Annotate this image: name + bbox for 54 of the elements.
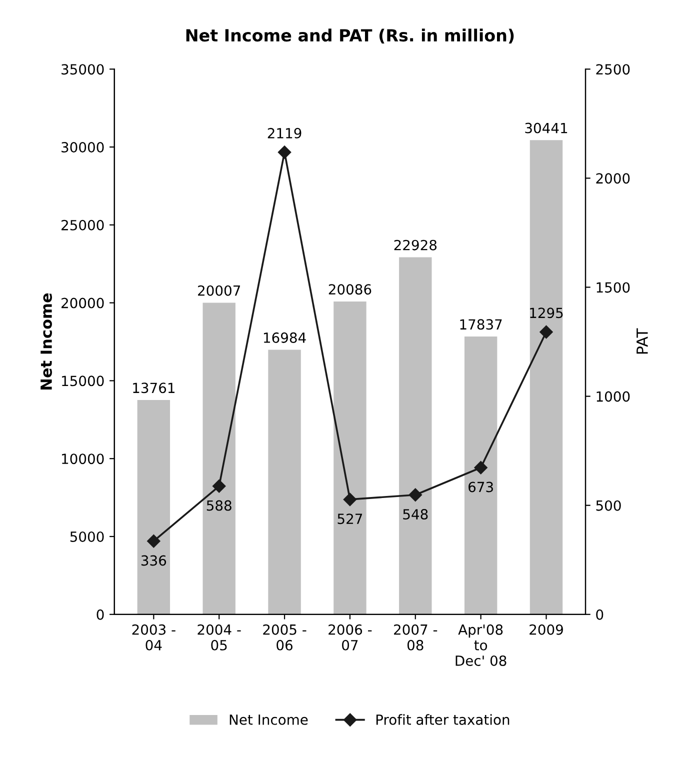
x-tick-label: 2007 - 08: [394, 624, 438, 650]
x-tick-label: 2009: [530, 624, 563, 635]
y2-tick-label: 2000: [596, 173, 630, 184]
data-label: 30441: [525, 122, 568, 134]
data-label: 588: [206, 500, 232, 511]
point: [147, 534, 160, 548]
point: [540, 325, 553, 339]
data-label: 673: [468, 482, 493, 492]
y-tick-label: 5000: [70, 531, 104, 542]
y-tick-label: 35000: [62, 64, 104, 75]
x-tick-label: 2004 - 05: [198, 624, 241, 650]
x-tick-label: 2005 - 06: [263, 624, 306, 650]
y2-axis-title: PAT: [636, 328, 648, 354]
y2-tick-label: 0: [596, 609, 604, 620]
data-label: 1295: [530, 308, 563, 318]
y-tick-label: 25000: [62, 220, 104, 230]
data-label: 17837: [460, 319, 502, 330]
data-label: 527: [338, 514, 362, 524]
data-label: 16984: [264, 332, 306, 343]
data-label: 20086: [328, 284, 372, 295]
y2-tick-label: 2500: [596, 64, 630, 75]
point: [343, 492, 357, 506]
bar: [137, 400, 170, 614]
bar: [334, 301, 366, 614]
data-label: 13761: [133, 382, 174, 394]
legend-label: Profit after taxation: [376, 714, 510, 725]
data-label: 336: [141, 555, 166, 566]
bar: [202, 302, 236, 614]
y-tick-label: 10000: [62, 454, 104, 464]
bar: [464, 336, 498, 614]
x-tick-label: 2003 - 04: [132, 624, 176, 650]
x-tick-label: Apr'08 to Dec' 08: [456, 624, 506, 666]
point: [212, 480, 226, 493]
x-tick-label: 2006 - 07: [328, 624, 372, 650]
y2-tick-label: 500: [596, 500, 621, 511]
data-label: 548: [403, 509, 428, 520]
y2-tick-label: 1000: [596, 391, 630, 402]
data-label: 22928: [394, 240, 437, 250]
y-tick-label: 20000: [62, 298, 104, 308]
y-tick-label: 0: [96, 609, 104, 620]
data-label: 20007: [198, 285, 240, 296]
y-tick-label: 30000: [62, 142, 104, 152]
bar: [399, 257, 432, 614]
point: [474, 461, 488, 474]
bar: [268, 350, 301, 614]
y2-tick-label: 1500: [596, 282, 630, 293]
y-axis-title: Net Income: [40, 293, 52, 390]
bar: [530, 140, 563, 614]
data-label: 2119: [268, 128, 302, 138]
chart-title: Net Income and PAT (Rs. in million): [186, 28, 514, 44]
legend-label: Net Income: [230, 714, 308, 725]
y-tick-label: 15000: [62, 376, 104, 386]
point: [408, 488, 422, 502]
point: [278, 146, 292, 159]
